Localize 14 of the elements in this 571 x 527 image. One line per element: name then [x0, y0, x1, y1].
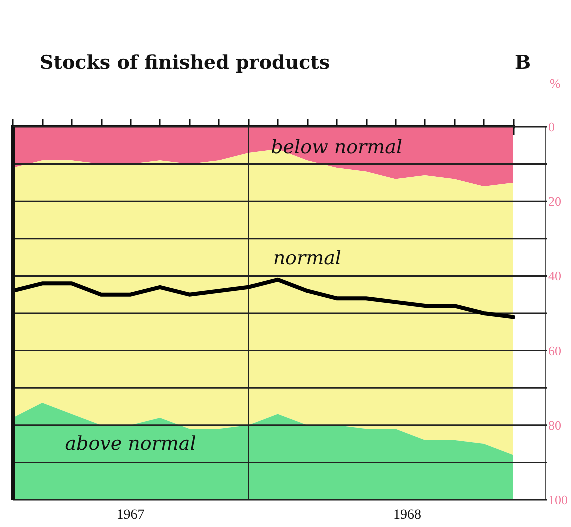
series-label: normal: [273, 248, 342, 270]
series-label: above normal: [65, 433, 196, 456]
y-tick-label: 20: [548, 194, 562, 210]
y-tick-label: 0: [548, 120, 555, 134]
text: 1968: [394, 508, 422, 524]
y-axis-title: %: [550, 76, 561, 92]
chart-title: Stocks of finished products: [40, 52, 330, 74]
y-tick-label: 60: [548, 343, 562, 358]
y-tick-label: 80: [548, 418, 562, 433]
text: 1967: [116, 508, 145, 524]
y-tick-label: 40: [548, 268, 562, 284]
text: B: [515, 52, 532, 74]
y-tick-label: 100: [548, 492, 568, 508]
series-label: below normal: [271, 136, 403, 159]
